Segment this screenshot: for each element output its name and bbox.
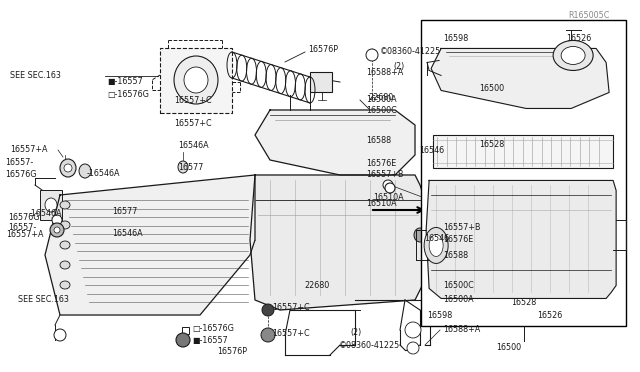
Text: 16500A: 16500A — [366, 95, 397, 104]
Ellipse shape — [261, 328, 275, 342]
Ellipse shape — [553, 41, 593, 70]
Text: (2): (2) — [393, 61, 404, 71]
Text: □-16576G: □-16576G — [192, 324, 234, 333]
Text: 16526: 16526 — [566, 34, 591, 43]
Text: ■-16557: ■-16557 — [107, 77, 143, 86]
Ellipse shape — [176, 333, 190, 347]
Polygon shape — [45, 175, 255, 315]
Text: 16557+A: 16557+A — [10, 145, 47, 154]
Text: 16588: 16588 — [366, 136, 391, 145]
Text: 16576P: 16576P — [218, 347, 248, 356]
Ellipse shape — [422, 260, 430, 268]
Text: 16576E: 16576E — [443, 235, 473, 244]
Ellipse shape — [424, 227, 448, 263]
Ellipse shape — [407, 342, 419, 354]
Text: 16577: 16577 — [178, 164, 204, 173]
Ellipse shape — [174, 56, 218, 104]
Text: 16557+A: 16557+A — [6, 230, 44, 239]
Text: 16526: 16526 — [538, 311, 563, 320]
Text: 16577: 16577 — [112, 207, 138, 216]
Text: 16557-: 16557- — [5, 158, 33, 167]
Text: 16557+C: 16557+C — [272, 304, 310, 312]
Text: 16576G: 16576G — [5, 170, 36, 179]
Text: ©08360-41225: ©08360-41225 — [380, 48, 441, 57]
Text: 16546: 16546 — [419, 146, 444, 155]
Text: -16546A: -16546A — [87, 169, 120, 177]
Polygon shape — [255, 110, 415, 175]
Text: 16500C: 16500C — [443, 280, 474, 289]
Text: 22680: 22680 — [368, 93, 393, 102]
Text: 16500C: 16500C — [366, 106, 397, 115]
Ellipse shape — [429, 234, 443, 256]
Text: SEE SEC.163: SEE SEC.163 — [10, 71, 61, 80]
Text: -16546A: -16546A — [29, 209, 62, 218]
Bar — [421, 20, 626, 325]
Text: 16588: 16588 — [443, 250, 468, 260]
Ellipse shape — [366, 49, 378, 61]
Text: R165005C: R165005C — [568, 11, 609, 20]
Text: 16546A: 16546A — [112, 229, 143, 238]
Text: 16546A: 16546A — [178, 141, 209, 150]
Ellipse shape — [178, 161, 188, 173]
Bar — [40, 190, 62, 220]
Text: (2): (2) — [351, 328, 362, 337]
Ellipse shape — [50, 223, 64, 237]
Text: 22680: 22680 — [305, 281, 330, 290]
Text: ■-16557: ■-16557 — [192, 336, 228, 344]
Ellipse shape — [414, 228, 426, 242]
Ellipse shape — [54, 227, 60, 233]
Text: 16500: 16500 — [479, 84, 504, 93]
Text: ©08360-41225: ©08360-41225 — [339, 341, 401, 350]
Ellipse shape — [64, 164, 72, 172]
Text: □-16576G: □-16576G — [107, 90, 148, 99]
Text: 16588+A: 16588+A — [443, 326, 480, 334]
Ellipse shape — [60, 159, 76, 177]
Ellipse shape — [60, 201, 70, 209]
Ellipse shape — [54, 329, 66, 341]
Text: 16557+C: 16557+C — [174, 119, 212, 128]
Text: 16557+C: 16557+C — [272, 328, 310, 337]
Text: 16557+C: 16557+C — [174, 96, 212, 105]
Text: 16588+A: 16588+A — [366, 68, 403, 77]
Ellipse shape — [184, 67, 208, 93]
Text: 16546: 16546 — [424, 234, 449, 243]
Text: 16510A: 16510A — [366, 199, 397, 208]
Bar — [310, 72, 332, 92]
Text: 16557+B: 16557+B — [366, 170, 404, 179]
Ellipse shape — [52, 215, 62, 225]
Ellipse shape — [262, 304, 274, 316]
Polygon shape — [431, 48, 609, 109]
Ellipse shape — [45, 198, 57, 212]
Text: 16598: 16598 — [428, 311, 452, 320]
Text: 16598: 16598 — [443, 34, 468, 43]
Ellipse shape — [385, 183, 395, 193]
Ellipse shape — [60, 281, 70, 289]
Ellipse shape — [79, 164, 91, 178]
Polygon shape — [250, 175, 425, 310]
Ellipse shape — [383, 180, 393, 190]
Text: 16510A: 16510A — [373, 192, 404, 202]
Text: 16557+B: 16557+B — [443, 222, 481, 231]
Text: 16576G: 16576G — [8, 214, 40, 222]
Text: 16576E: 16576E — [366, 159, 396, 168]
Text: 16528: 16528 — [511, 298, 536, 307]
Text: 16528: 16528 — [479, 140, 504, 149]
Text: 16576P: 16576P — [308, 45, 338, 55]
Text: 16500: 16500 — [496, 343, 521, 352]
Polygon shape — [426, 180, 616, 298]
Text: 16557-: 16557- — [8, 224, 36, 232]
Bar — [160, 48, 232, 113]
Ellipse shape — [60, 221, 70, 229]
Ellipse shape — [60, 261, 70, 269]
Ellipse shape — [60, 241, 70, 249]
Ellipse shape — [405, 322, 421, 338]
Text: 16500A: 16500A — [443, 295, 474, 305]
Bar — [182, 327, 189, 334]
Text: SEE SEC.163: SEE SEC.163 — [18, 295, 68, 304]
Bar — [433, 135, 613, 169]
Ellipse shape — [561, 46, 585, 64]
